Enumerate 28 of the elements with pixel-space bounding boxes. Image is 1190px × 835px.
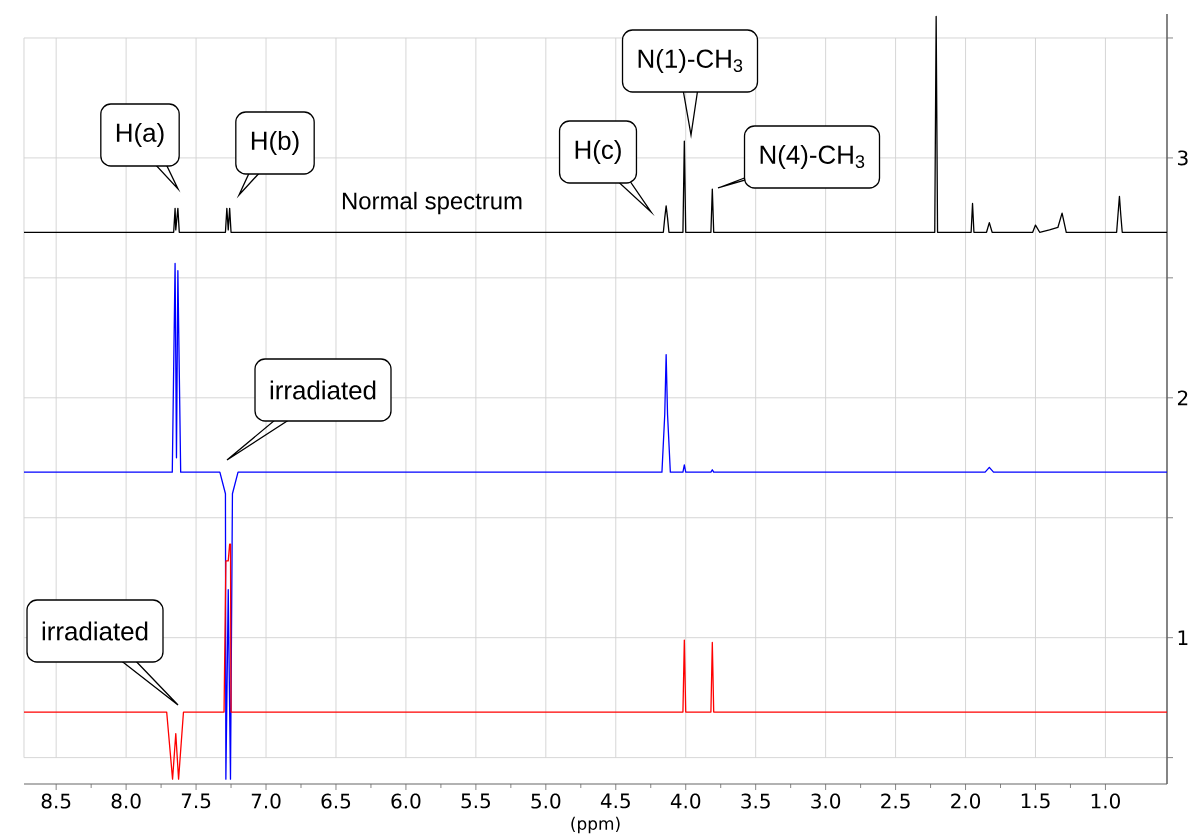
x-tick-label: 8.0 [111,793,141,809]
annotation: irradiated [42,621,148,641]
x-tick-label: 6.0 [391,793,421,809]
x-tick-label: 5.0 [531,793,561,809]
x-tick-label: 6.5 [321,793,351,809]
y-tick-label: 1 [1178,630,1188,645]
annotation: H(b) [251,130,299,156]
x-tick-label: 3.0 [811,793,841,809]
x-tick-label: 8.5 [41,793,71,809]
y-tick-label: 3 [1178,150,1188,166]
annotation: N(4)-CH$_{3}$ [760,144,865,170]
x-tick-label: 7.5 [181,793,211,809]
x-axis-title: (ppm) [571,816,620,834]
x-tick-label: 3.5 [741,793,770,809]
x-tick-label: 2.0 [951,793,981,809]
annotation: H(c) [575,139,621,165]
annotation: irradiated [270,380,376,400]
x-tick-label: 4.5 [600,793,630,809]
x-tick-label: 2.5 [881,793,910,809]
x-tick-label: 4.0 [670,793,701,809]
annotation: H(a) [116,122,164,148]
y-tick-label: 2 [1177,390,1188,406]
x-tick-label: 5.5 [461,793,490,809]
x-tick-label: 1.0 [1091,793,1120,809]
x-tick-label: 7.0 [251,793,281,809]
annotation: Normal spectrum [342,191,522,215]
x-tick-label: 1.5 [1021,793,1050,809]
annotation: N(1)-CH$_{3}$ [638,48,743,74]
